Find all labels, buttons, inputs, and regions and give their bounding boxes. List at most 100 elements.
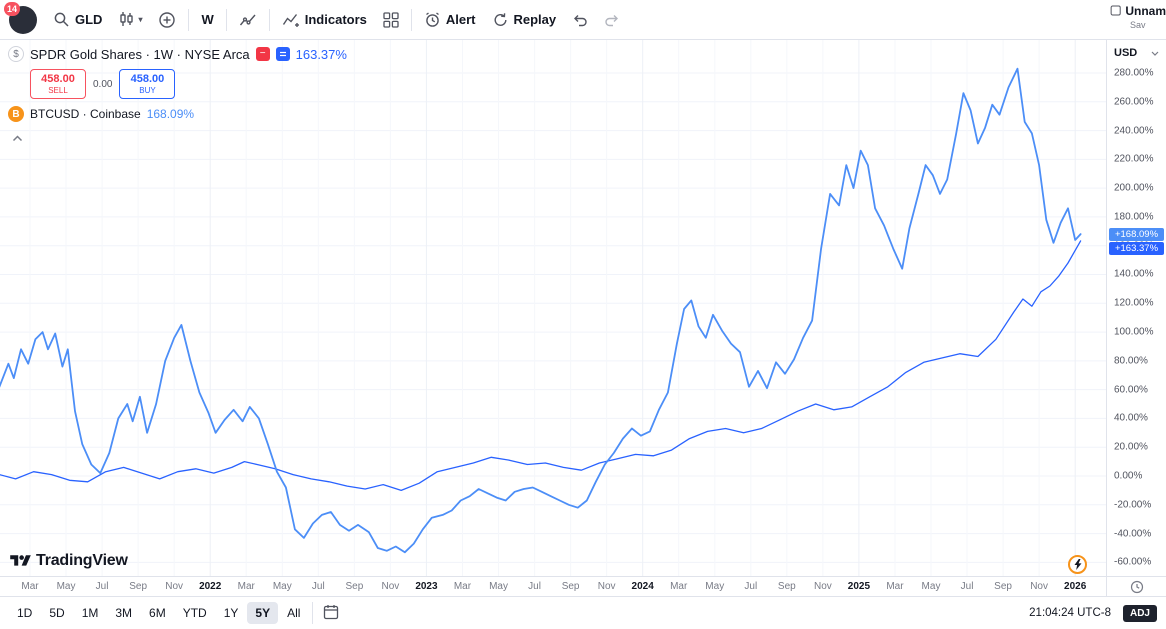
sell-button[interactable]: 458.00 SELL <box>30 69 86 99</box>
interval-button[interactable]: W <box>194 6 220 34</box>
price-label-badge: +163.37% <box>1109 241 1164 255</box>
symbol-name: GLD <box>75 12 103 27</box>
range-1m-button[interactable]: 1M <box>74 602 107 624</box>
range-1y-button[interactable]: 1Y <box>216 602 247 624</box>
price-axis-label: 80.00% <box>1114 355 1148 367</box>
go-to-date-button[interactable] <box>317 601 345 626</box>
series-chip-icon[interactable] <box>275 47 290 61</box>
user-avatar[interactable]: 14 <box>4 1 38 35</box>
bottom-right-controls: 21:04:24 UTC-8 ADJ <box>1029 604 1157 622</box>
indicators-label: Indicators <box>304 12 367 27</box>
tradingview-watermark: TradingView <box>10 552 128 570</box>
quick-action-button[interactable] <box>1068 555 1087 574</box>
clock-icon <box>1130 580 1143 593</box>
time-axis-label: Jul <box>528 581 541 592</box>
layout-templates-button[interactable] <box>376 6 406 34</box>
layout-save-status: Sav <box>1130 20 1146 30</box>
range-1d-button[interactable]: 1D <box>9 602 40 624</box>
currency-selector[interactable]: USD <box>1107 40 1166 59</box>
grid-layout-icon <box>383 11 399 28</box>
symbol-search-button[interactable]: GLD <box>46 6 109 34</box>
time-axis-label: Mar <box>453 581 472 592</box>
price-axis-label: 20.00% <box>1114 441 1148 453</box>
replay-label: Replay <box>513 12 557 27</box>
layout-manager-button[interactable]: Unnam Sav <box>1110 3 1166 37</box>
price-axis[interactable]: USD 280.00% 260.00% 240.00% 220.00% 200.00% 1… <box>1106 40 1166 576</box>
price-axis-labels: 280.00% 260.00% 240.00% 220.00% 200.00% 180.0… <box>1107 40 1166 576</box>
price-axis-label: 180.00% <box>1114 211 1154 223</box>
price-axis-label: 260.00% <box>1114 96 1154 108</box>
time-axis-label: Mar <box>237 581 255 592</box>
time-axis-label: Sep <box>994 581 1012 592</box>
range-all-button[interactable]: All <box>279 602 308 624</box>
replay-button[interactable]: Replay <box>485 6 564 34</box>
toolbar-separator <box>268 8 270 31</box>
time-axis-label: Nov <box>381 581 400 592</box>
price-axis-label: 120.00% <box>1114 297 1154 309</box>
candlestick-icon <box>120 12 134 26</box>
top-toolbar: 14 GLD ▾ W Indicators Alert Replay <box>0 0 1166 40</box>
time-axis-label: Mar <box>670 581 688 592</box>
alert-button[interactable]: Alert <box>417 6 483 34</box>
alarm-clock-icon <box>425 12 439 27</box>
range-ytd-button[interactable]: YTD <box>175 602 215 624</box>
time-axis-label: May <box>705 581 725 592</box>
time-axis-labels[interactable]: Mar May Jul Sep Nov 2022 Mar May Jul Sep Nov 2023 Ma… <box>0 577 1106 596</box>
chevron-down-icon <box>1151 51 1159 56</box>
range-5d-button[interactable]: 5D <box>41 602 72 624</box>
time-axis-label: Jul <box>95 581 109 592</box>
range-3m-button[interactable]: 3M <box>107 602 140 624</box>
notification-count-badge: 14 <box>4 1 21 16</box>
time-axis-label: May <box>489 581 508 592</box>
time-axis-label: 2025 <box>847 581 871 592</box>
indicators-button[interactable]: Indicators <box>275 6 374 34</box>
time-axis-label: Nov <box>1030 581 1049 592</box>
main-symbol-title: SPDR Gold Shares · 1W · NYSE Arca <box>30 46 250 62</box>
time-axis-label: May <box>56 581 76 592</box>
timezone-button[interactable] <box>1106 577 1166 596</box>
tradingview-logo-icon <box>10 555 31 566</box>
price-axis-label: 100.00% <box>1114 326 1154 338</box>
chart-type-button[interactable]: ▾ <box>111 6 149 34</box>
buy-label: BUY <box>139 85 156 95</box>
compare-symbol-row[interactable]: B BTCUSD · Coinbase 168.09% <box>8 106 347 122</box>
time-axis-label: Nov <box>165 581 184 592</box>
buy-button[interactable]: 458.00 BUY <box>119 69 176 99</box>
line-chart-icon <box>239 14 256 25</box>
chevron-up-icon <box>12 135 23 142</box>
redo-button[interactable] <box>597 6 627 34</box>
sell-price: 458.00 <box>41 73 75 86</box>
layout-name: Unnam <box>1125 3 1166 18</box>
market-closed-icon[interactable]: − <box>255 47 270 61</box>
undo-button[interactable] <box>565 6 595 34</box>
time-axis-label: May <box>921 581 941 592</box>
time-axis-label: Nov <box>813 581 832 592</box>
chart-pane[interactable]: $ SPDR Gold Shares · 1W · NYSE Arca − 16… <box>0 40 1166 576</box>
legend-collapse-button[interactable] <box>10 128 25 147</box>
undo-arrow-icon <box>574 14 587 26</box>
price-label-badge: +168.09% <box>1109 227 1164 241</box>
adjust-data-toggle[interactable]: ADJ <box>1122 604 1157 622</box>
bottom-toolbar: 1D 5D 1M 3M 6M YTD 1Y 5Y All 21:04:24 UT… <box>0 596 1166 629</box>
main-symbol-row[interactable]: $ SPDR Gold Shares · 1W · NYSE Arca − 16… <box>8 46 347 62</box>
time-axis[interactable]: Mar May Jul Sep Nov 2022 Mar May Jul Sep Nov 2023 Ma… <box>0 576 1166 596</box>
price-axis-label: -60.00% <box>1114 556 1152 568</box>
price-axis-label: 140.00% <box>1114 268 1154 280</box>
calendar-icon <box>324 604 339 619</box>
compare-add-symbol-button[interactable] <box>151 6 183 34</box>
lightning-icon <box>1074 559 1081 570</box>
time-axis-label: Sep <box>777 581 796 592</box>
time-axis-label: Jul <box>311 581 325 592</box>
price-chart-plot[interactable] <box>0 40 1106 576</box>
time-axis-label: 2026 <box>1064 581 1087 592</box>
trade-buttons: 458.00 SELL 0.00 458.00 BUY <box>30 69 347 99</box>
session-clock[interactable]: 21:04:24 UTC-8 <box>1029 607 1111 619</box>
watermark-text: TradingView <box>36 552 128 569</box>
line-style-button[interactable] <box>232 6 264 34</box>
spread-value: 0.00 <box>93 78 113 90</box>
range-6m-button[interactable]: 6M <box>141 602 174 624</box>
toolbar-separator <box>188 8 190 31</box>
range-5y-button[interactable]: 5Y <box>247 602 279 624</box>
layout-square-icon <box>1110 5 1121 16</box>
indicators-icon <box>282 13 299 27</box>
